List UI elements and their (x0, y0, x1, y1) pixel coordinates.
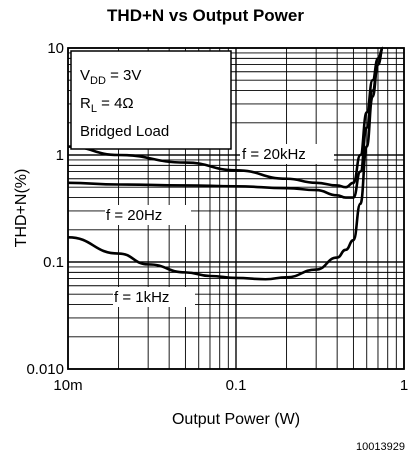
x-tick-label: 10m (53, 377, 82, 394)
series-line-2 (67, 46, 385, 281)
x-tick-label: 0.1 (226, 377, 247, 394)
label-20hz: f = 20Hz (106, 207, 162, 224)
plot-frame (67, 47, 405, 370)
label-20hz-bg (105, 205, 191, 225)
y-tick-label: 0.010 (26, 361, 64, 378)
series-line-1 (67, 46, 385, 199)
label-20khz-bg (240, 144, 334, 164)
series-line-0 (67, 46, 384, 189)
tick-labels: 10m 0.1 1 0.010 0.1 1 10 (26, 40, 408, 394)
condition-load: Bridged Load (80, 123, 169, 140)
y-tick-label: 10 (47, 40, 64, 57)
condition-rl: RL = 4Ω (80, 95, 134, 115)
x-tick-label: 1 (400, 377, 408, 394)
figure-id: 10013929 (356, 441, 405, 453)
curves (67, 46, 385, 281)
y-axis-label: THD+N(%) (13, 169, 30, 248)
conditions-box (70, 50, 232, 150)
label-1khz: f = 1kHz (114, 289, 169, 306)
condition-vdd: VDD = 3V (80, 67, 141, 87)
chart-title: THD+N vs Output Power (107, 6, 304, 25)
label-20khz: f = 20kHz (242, 146, 306, 163)
y-tick-label: 1 (56, 147, 64, 164)
label-1khz-bg (113, 287, 195, 307)
x-axis-label: Output Power (W) (172, 411, 300, 428)
y-tick-label: 0.1 (43, 254, 64, 271)
